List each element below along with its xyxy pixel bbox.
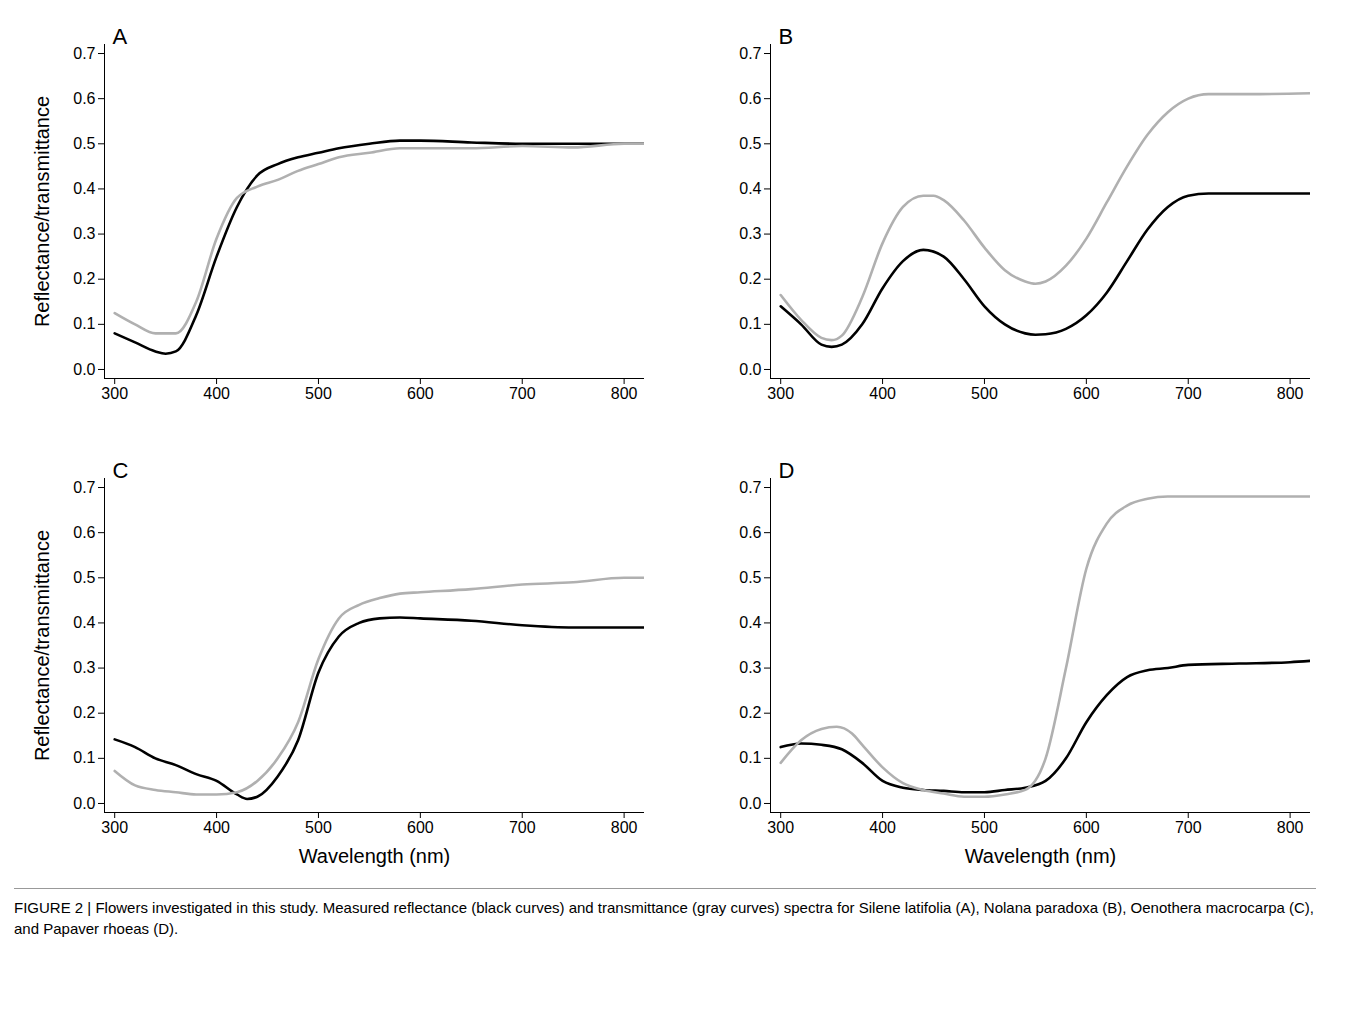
svg-text:300: 300 (101, 819, 128, 836)
svg-text:500: 500 (971, 385, 998, 402)
svg-text:0.4: 0.4 (739, 180, 761, 197)
svg-text:500: 500 (305, 819, 332, 836)
svg-text:700: 700 (1175, 385, 1202, 402)
svg-text:800: 800 (1277, 385, 1304, 402)
svg-text:0.3: 0.3 (73, 225, 95, 242)
svg-text:0.2: 0.2 (739, 270, 761, 287)
svg-text:0.3: 0.3 (739, 225, 761, 242)
svg-text:C: C (113, 458, 129, 483)
svg-text:400: 400 (869, 819, 896, 836)
svg-text:700: 700 (509, 385, 536, 402)
svg-text:0.6: 0.6 (739, 90, 761, 107)
svg-text:0.7: 0.7 (739, 45, 761, 62)
svg-text:0.1: 0.1 (73, 315, 95, 332)
svg-text:800: 800 (611, 819, 638, 836)
svg-text:0.7: 0.7 (739, 479, 761, 496)
svg-text:0.4: 0.4 (739, 614, 761, 631)
svg-text:600: 600 (407, 385, 434, 402)
svg-text:800: 800 (611, 385, 638, 402)
svg-text:0.7: 0.7 (73, 479, 95, 496)
svg-text:Reflectance/transmittance: Reflectance/transmittance (31, 96, 53, 327)
svg-text:0.0: 0.0 (739, 795, 761, 812)
svg-text:0.6: 0.6 (73, 524, 95, 541)
svg-text:0.5: 0.5 (73, 569, 95, 586)
svg-text:0.3: 0.3 (73, 659, 95, 676)
html-text:FIGURE 2 | Flowers investigate: FIGURE 2 | Flowers investigated in this … (14, 899, 1314, 937)
svg-text:0.1: 0.1 (739, 749, 761, 766)
svg-text:0.0: 0.0 (73, 795, 95, 812)
svg-text:300: 300 (767, 385, 794, 402)
svg-text:0.5: 0.5 (739, 569, 761, 586)
svg-text:400: 400 (203, 819, 230, 836)
svg-text:300: 300 (101, 385, 128, 402)
svg-text:800: 800 (1277, 819, 1304, 836)
svg-text:700: 700 (509, 819, 536, 836)
svg-text:0.7: 0.7 (73, 45, 95, 62)
svg-text:400: 400 (203, 385, 230, 402)
svg-text:Wavelength (nm): Wavelength (nm) (965, 845, 1117, 867)
svg-text:300: 300 (767, 819, 794, 836)
svg-text:0.1: 0.1 (739, 315, 761, 332)
svg-text:400: 400 (869, 385, 896, 402)
svg-text:600: 600 (1073, 819, 1100, 836)
svg-text:0.4: 0.4 (73, 614, 95, 631)
svg-text:0.0: 0.0 (739, 361, 761, 378)
svg-text:600: 600 (1073, 385, 1100, 402)
svg-text:D: D (779, 458, 795, 483)
svg-text:A: A (113, 24, 128, 49)
svg-text:500: 500 (305, 385, 332, 402)
svg-text:0.2: 0.2 (73, 704, 95, 721)
svg-text:700: 700 (1175, 819, 1202, 836)
svg-text:Reflectance/transmittance: Reflectance/transmittance (31, 530, 53, 761)
svg-text:B: B (779, 24, 794, 49)
svg-text:0.5: 0.5 (739, 135, 761, 152)
svg-text:500: 500 (971, 819, 998, 836)
svg-text:0.2: 0.2 (739, 704, 761, 721)
svg-text:0.2: 0.2 (73, 270, 95, 287)
svg-text:0.1: 0.1 (73, 749, 95, 766)
svg-text:0.5: 0.5 (73, 135, 95, 152)
svg-text:0.3: 0.3 (739, 659, 761, 676)
svg-text:0.6: 0.6 (73, 90, 95, 107)
svg-text:0.0: 0.0 (73, 361, 95, 378)
svg-text:0.4: 0.4 (73, 180, 95, 197)
svg-text:Wavelength (nm): Wavelength (nm) (299, 845, 451, 867)
svg-text:0.6: 0.6 (739, 524, 761, 541)
svg-text:600: 600 (407, 819, 434, 836)
